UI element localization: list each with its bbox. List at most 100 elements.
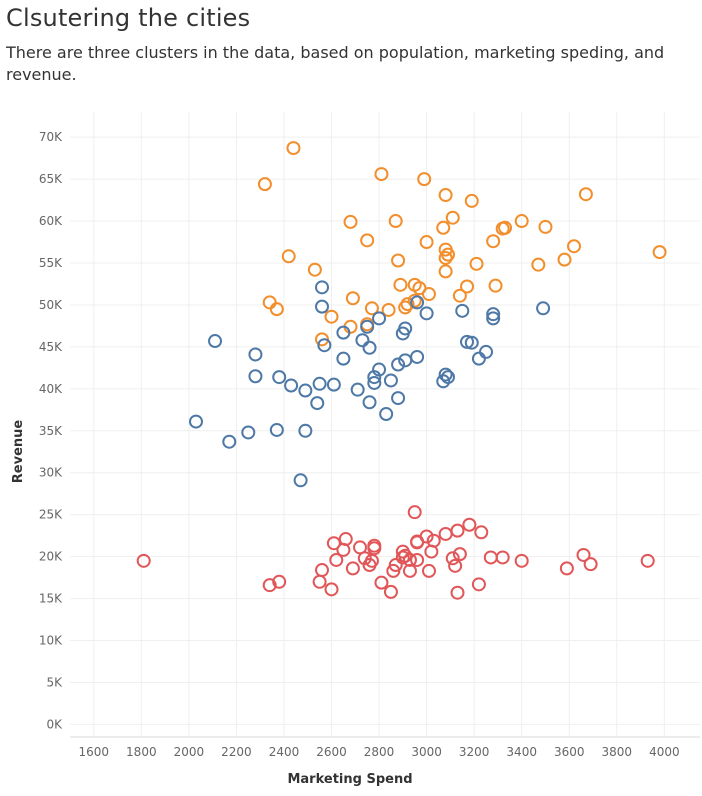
data-point <box>374 575 389 590</box>
data-point <box>367 375 382 390</box>
data-point <box>576 547 591 562</box>
data-point <box>372 311 387 326</box>
data-point <box>460 279 475 294</box>
data-point <box>438 526 453 541</box>
data-point <box>336 325 351 340</box>
data-point <box>272 574 287 589</box>
data-point <box>479 344 494 359</box>
y-axis-title: Revenue <box>11 420 26 484</box>
data-point <box>324 582 339 597</box>
x-tick-label: 2800 <box>364 745 395 759</box>
data-point <box>269 302 284 317</box>
data-point <box>471 577 486 592</box>
data-point <box>372 362 387 377</box>
y-tick-label: 15K <box>39 592 63 606</box>
data-point <box>391 357 406 372</box>
data-point <box>486 307 501 322</box>
data-point <box>436 374 451 389</box>
data-point <box>336 542 351 557</box>
data-point <box>495 221 510 236</box>
y-tick-label: 35K <box>39 424 63 438</box>
data-point <box>326 536 341 551</box>
data-point <box>395 326 410 341</box>
data-point <box>407 293 422 308</box>
data-point <box>350 382 365 397</box>
data-point <box>410 349 425 364</box>
data-point <box>410 552 425 567</box>
data-point <box>438 367 453 382</box>
y-axis-ticks: 0K 5K 10K 15K 20K 25K 30K 35K 40K 45K 50K 55K 60K 65K… <box>39 130 63 731</box>
x-tick-label: 3600 <box>554 745 585 759</box>
data-point <box>419 306 434 321</box>
data-point <box>402 563 417 578</box>
data-point <box>557 252 572 267</box>
data-point <box>474 525 489 540</box>
data-point <box>448 558 463 573</box>
y-tick-label: 10K <box>39 634 63 648</box>
x-tick-label: 2600 <box>316 745 347 759</box>
data-point <box>514 553 529 568</box>
data-point <box>324 309 339 324</box>
data-point <box>536 301 551 316</box>
data-point <box>410 535 425 550</box>
data-point <box>421 287 436 302</box>
data-point <box>483 550 498 565</box>
x-tick-label: 2200 <box>221 745 252 759</box>
y-tick-label: 20K <box>39 550 63 564</box>
data-point <box>262 578 277 593</box>
data-point <box>441 247 455 262</box>
data-point <box>640 553 655 568</box>
data-point <box>312 376 327 391</box>
data-point <box>421 563 436 578</box>
data-point <box>402 552 417 567</box>
data-point <box>391 253 406 268</box>
data-point <box>360 319 375 334</box>
y-tick-label: 50K <box>39 298 63 312</box>
data-point <box>381 302 396 317</box>
data-point <box>136 553 151 568</box>
data-point <box>578 187 593 202</box>
x-tick-label: 3000 <box>411 745 442 759</box>
data-point <box>652 245 667 260</box>
data-point <box>345 561 360 576</box>
data-point <box>286 141 301 156</box>
data-point <box>355 333 370 348</box>
data-point <box>315 280 329 295</box>
data-point <box>364 301 379 316</box>
data-point <box>388 214 403 229</box>
data-point <box>386 563 401 578</box>
data-point <box>452 288 467 303</box>
data-point <box>281 249 296 264</box>
data-point <box>424 544 439 559</box>
data-point <box>464 335 479 350</box>
data-point <box>307 262 322 277</box>
grid-lines <box>70 112 700 738</box>
data-point <box>559 561 574 576</box>
data-point <box>538 219 553 234</box>
y-tick-label: 55K <box>39 256 63 270</box>
data-point <box>391 391 406 406</box>
data-point <box>462 517 477 532</box>
data-point <box>248 347 263 362</box>
data-point <box>360 233 375 248</box>
data-point <box>298 423 313 438</box>
x-tick-label: 3200 <box>459 745 490 759</box>
data-point <box>438 264 453 279</box>
x-tick-label: 4000 <box>649 745 680 759</box>
data-point <box>438 188 453 203</box>
x-axis-title: Marketing Spend <box>287 772 412 787</box>
data-point <box>469 256 484 271</box>
data-point <box>567 239 581 254</box>
data-point <box>419 235 434 250</box>
data-point <box>471 351 486 366</box>
data-point <box>438 250 453 265</box>
x-tick-label: 2400 <box>269 745 300 759</box>
data-point <box>241 425 256 440</box>
y-tick-label: 45K <box>39 340 63 354</box>
data-point <box>345 291 360 306</box>
data-point <box>460 334 475 349</box>
data-point <box>436 220 451 235</box>
data-point <box>293 473 308 488</box>
data-point <box>298 383 313 398</box>
data-point <box>393 277 408 292</box>
